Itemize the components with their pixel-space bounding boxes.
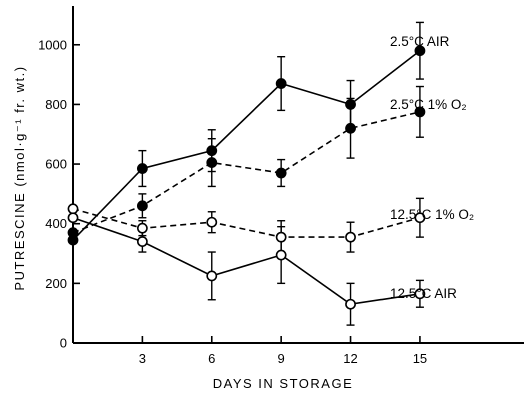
x-tick-label-12: 12 bbox=[343, 351, 357, 366]
x-tick-label-3: 3 bbox=[139, 351, 146, 366]
point-2-5-c-air-9 bbox=[275, 78, 287, 89]
x-tick-label-15: 15 bbox=[413, 351, 427, 366]
point-12-5-c-1-o-3 bbox=[136, 222, 148, 234]
y-tick-label-600: 600 bbox=[45, 157, 67, 172]
series-line-2-5-c-air bbox=[72, 50, 421, 241]
point-12-5-c-air-0 bbox=[67, 212, 79, 224]
point-12-5-c-1-o-15 bbox=[414, 212, 426, 224]
x-tick-label-9: 9 bbox=[278, 351, 285, 366]
data-points bbox=[67, 45, 426, 310]
point-2-5-c-1-o-0 bbox=[67, 227, 79, 239]
series-line-12-5-c-air bbox=[72, 216, 421, 306]
point-12-5-c-air-12 bbox=[345, 298, 356, 310]
point-12-5-c-air-9 bbox=[275, 249, 287, 261]
point-2-5-c-air-6 bbox=[206, 145, 218, 157]
point-2-5-c-1-o-12 bbox=[345, 122, 356, 134]
ticks: 0 200 400 600 800 1000 3 6 9 12 15 bbox=[38, 37, 427, 366]
point-12-5-c-air-3 bbox=[136, 236, 148, 248]
y-tick-label-0: 0 bbox=[60, 336, 67, 351]
y-tick-label-800: 800 bbox=[45, 97, 67, 112]
series-lines bbox=[72, 50, 421, 306]
point-12-5-c-1-o-6 bbox=[206, 216, 218, 228]
series-label-12-5c-air: 12.5°C AIR bbox=[390, 286, 457, 301]
y-axis-title: PUTRESCINE (nmol·g⁻¹ fr. wt.) bbox=[12, 65, 27, 290]
series-line-2-5-c-1-o bbox=[72, 111, 421, 234]
point-2-5-c-1-o-9 bbox=[275, 167, 287, 179]
point-2-5-c-1-o-6 bbox=[206, 157, 218, 168]
x-axis-title: DAYS IN STORAGE bbox=[213, 376, 354, 391]
series-label-12-5c-1pct-o2: 12.5°C 1% O₂ bbox=[390, 207, 474, 222]
point-12-5-c-air-15 bbox=[414, 288, 426, 300]
series-label-2-5c-1pct-o2: 2.5°C 1% O₂ bbox=[390, 97, 467, 112]
series-label-2-5c-air: 2.5°C AIR bbox=[390, 34, 450, 49]
point-2-5-c-air-3 bbox=[136, 163, 148, 174]
point-12-5-c-air-6 bbox=[206, 270, 218, 282]
point-12-5-c-1-o-12 bbox=[345, 231, 356, 243]
y-tick-label-400: 400 bbox=[45, 216, 67, 231]
y-tick-label-1000: 1000 bbox=[38, 37, 67, 52]
point-12-5-c-1-o-9 bbox=[275, 231, 287, 243]
point-2-5-c-1-o-15 bbox=[414, 106, 426, 118]
point-2-5-c-1-o-3 bbox=[136, 200, 148, 212]
axes bbox=[72, 6, 524, 344]
x-tick-label-6: 6 bbox=[208, 351, 215, 366]
y-tick-label-200: 200 bbox=[45, 276, 67, 291]
point-2-5-c-air-12 bbox=[345, 99, 356, 110]
point-2-5-c-air-15 bbox=[414, 45, 426, 57]
series-line-12-5-c-1-o bbox=[72, 208, 421, 238]
point-12-5-c-1-o-0 bbox=[67, 203, 79, 215]
